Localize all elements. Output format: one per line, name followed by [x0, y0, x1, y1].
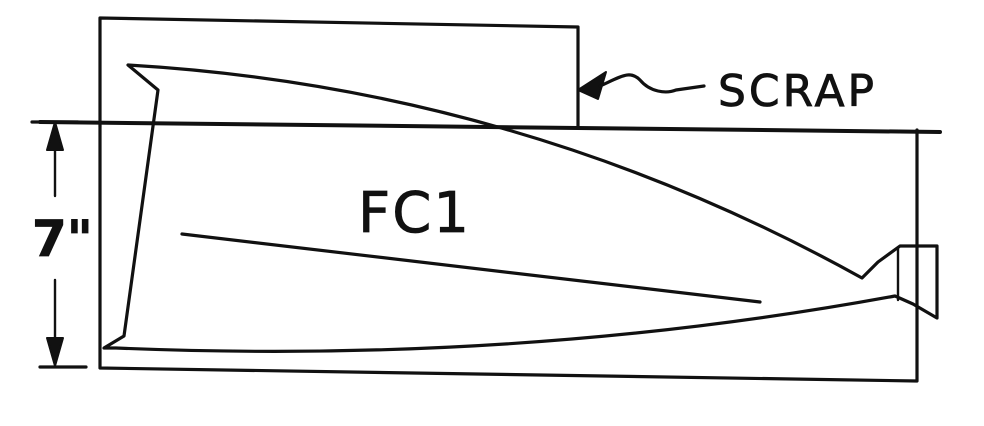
fc1-part-outline [102, 63, 939, 353]
dimension-arrow-up-icon [46, 121, 64, 151]
scrap-board-outline [98, 16, 580, 130]
dimension-arrow-down-icon [46, 337, 64, 367]
dimension-label: 7" [32, 210, 93, 268]
stock-board-top-edge [38, 120, 942, 134]
scrap-label: SCRAP [718, 66, 877, 117]
scrap-leader-line [598, 73, 706, 94]
stock-board-outline [98, 124, 919, 383]
fc1-center-line [180, 232, 762, 304]
part-label: FC1 [358, 181, 471, 246]
